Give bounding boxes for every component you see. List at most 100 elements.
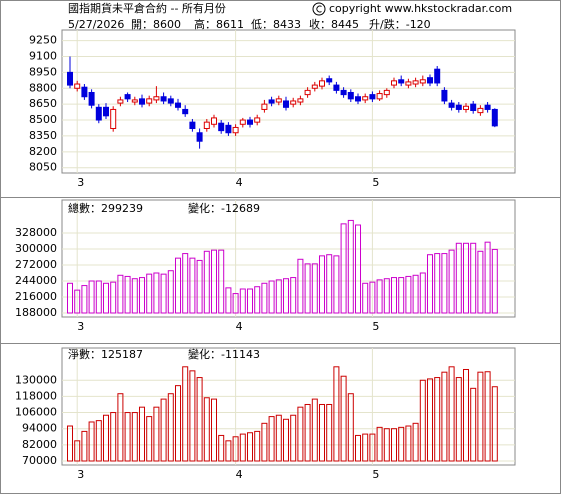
bar [74, 289, 81, 314]
bar [189, 257, 196, 314]
bar [391, 428, 397, 462]
bar [340, 375, 347, 462]
stat-value: -11143 [221, 348, 260, 361]
bar [347, 393, 354, 462]
candle-body [304, 89, 311, 96]
bar [448, 366, 455, 462]
x-tick-label: 4 [236, 468, 243, 481]
candle-body [146, 98, 153, 104]
bar [290, 277, 297, 314]
candle-body [225, 124, 232, 134]
y-tick-label: 8050 [29, 161, 57, 174]
bar [434, 377, 441, 462]
bar [261, 282, 268, 314]
candle-body [232, 126, 239, 134]
stat-value: 125187 [101, 348, 143, 361]
candle-body [376, 93, 383, 100]
stat: 低：8433 [251, 18, 301, 31]
bar [182, 366, 189, 462]
stat-value: 8600 [153, 18, 181, 31]
bar [355, 434, 361, 462]
bar [247, 288, 253, 314]
bar [333, 255, 340, 314]
candle-body [455, 104, 462, 110]
y-tick-label: 244000 [15, 274, 57, 287]
candle-body [484, 104, 491, 110]
candle-body [189, 121, 196, 130]
bar [304, 403, 311, 462]
candle-body [203, 121, 210, 130]
candle-body [463, 105, 469, 110]
bar [369, 281, 376, 314]
candle-body [239, 119, 246, 125]
candle-body [290, 100, 297, 105]
bar [268, 416, 275, 462]
y-tick-label: 8800 [29, 81, 57, 94]
bar [326, 403, 333, 462]
stat: 升/跌：-120 [369, 17, 431, 31]
bar [175, 385, 181, 462]
bar [369, 433, 376, 462]
y-tick-label: 8350 [29, 129, 57, 142]
y-tick-label: 8200 [29, 145, 57, 158]
stat-value: 8611 [216, 18, 244, 31]
candle-body [470, 103, 477, 112]
bar [412, 274, 419, 314]
bar [117, 274, 124, 314]
bar [391, 277, 397, 314]
candle-body [333, 84, 340, 91]
bar [398, 277, 405, 314]
bar [463, 242, 469, 314]
chart-title: 國指期貨未平倉合約 -- 所有月份 [68, 1, 226, 15]
bar [160, 273, 167, 314]
copyright-icon [316, 5, 322, 13]
bar [139, 406, 145, 462]
bar [455, 242, 462, 314]
stat-value: -120 [406, 18, 431, 31]
candle-body [211, 117, 217, 125]
bar [477, 371, 484, 462]
x-tick-label: 4 [236, 320, 243, 333]
bar [254, 430, 261, 462]
candle-body [160, 96, 167, 102]
candle-body [383, 89, 390, 96]
candle-body [326, 78, 333, 83]
bar [463, 368, 469, 462]
y-tick-label: 328000 [15, 226, 57, 239]
bar [376, 426, 383, 462]
stat-label: 總數： [68, 201, 101, 215]
candle-body [254, 117, 261, 123]
y-tick-label: 8650 [29, 97, 57, 110]
bar [470, 242, 477, 314]
candle-body [247, 119, 253, 125]
bar [88, 421, 95, 462]
stat: 收：8445 [309, 17, 359, 31]
candle-body [297, 98, 304, 103]
bar [304, 263, 311, 314]
stat-value: 8433 [273, 18, 301, 31]
bar [355, 224, 361, 314]
candle-body [391, 80, 397, 86]
bar [81, 430, 88, 462]
bar [383, 278, 390, 314]
bar [131, 412, 138, 462]
bar [283, 418, 289, 462]
y-tick-label: 272000 [15, 258, 57, 271]
y-tick-label: 9250 [29, 34, 57, 47]
bar [427, 378, 433, 462]
candle-body [283, 100, 289, 108]
bar [124, 275, 131, 314]
bar [182, 253, 189, 314]
stat: 變化：-12689 [188, 201, 260, 215]
candle-body [95, 106, 102, 121]
stat-label: 高： [194, 17, 216, 31]
candle-body [405, 81, 412, 86]
stat-label: 升/跌： [369, 17, 406, 31]
stat-label: 開： [131, 18, 153, 31]
candle-body [182, 108, 189, 115]
copyright-icon [312, 2, 326, 16]
bar [347, 219, 354, 314]
bar [283, 278, 289, 314]
bar [232, 436, 239, 462]
bar [455, 377, 462, 462]
